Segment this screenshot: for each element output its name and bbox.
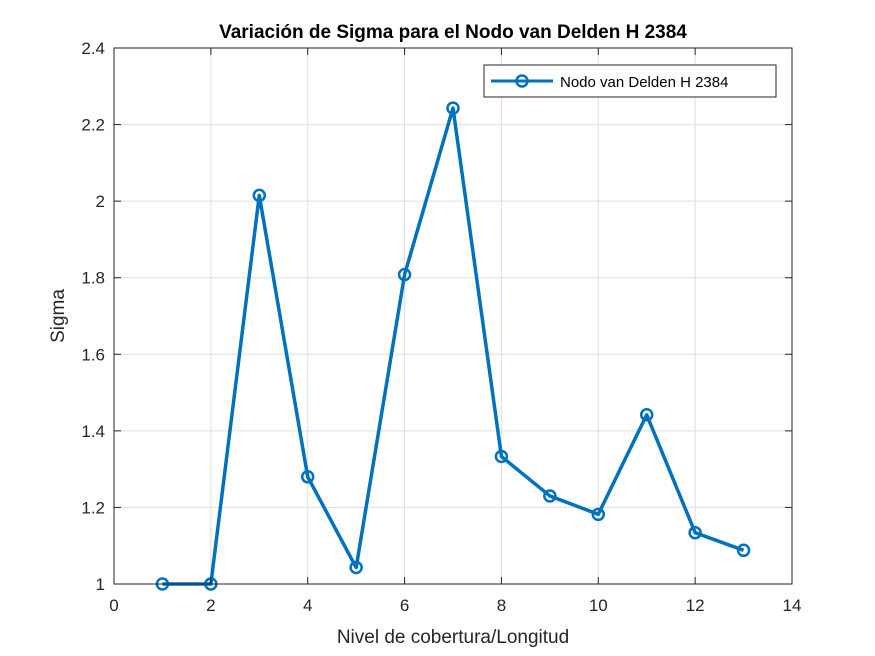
x-axis-label: Nivel de cobertura/Longitud (337, 627, 569, 648)
plot-area (114, 48, 792, 584)
y-tick-label: 1.8 (81, 269, 105, 288)
legend-box (483, 64, 777, 98)
data-point (639, 408, 654, 422)
x-tick-label: 8 (497, 596, 506, 615)
x-tick-label: 6 (400, 596, 409, 615)
y-tick-label: 2.4 (81, 39, 105, 58)
data-point (494, 449, 509, 464)
data-point (446, 101, 460, 115)
grid (114, 48, 792, 584)
y-tick-label: 1 (96, 575, 105, 594)
x-tick-label: 4 (303, 596, 312, 615)
y-tick-label: 1.6 (81, 345, 105, 364)
data-point (736, 543, 751, 558)
data-point (300, 470, 315, 484)
y-axis-label: Sigma (48, 289, 69, 343)
plot-box (113, 47, 793, 585)
chart-title: Variación de Sigma para el Nodo van Deld… (219, 22, 687, 43)
y-tick-label: 2.2 (81, 116, 105, 135)
x-tick-label: 14 (783, 596, 802, 615)
legend: Nodo van Delden H 2384 (483, 64, 777, 98)
y-tick-label: 2 (96, 192, 105, 211)
x-tick-label: 0 (109, 596, 118, 615)
y-tick-label: 1.4 (81, 422, 105, 441)
legend-entry: Nodo van Delden H 2384 (560, 74, 728, 91)
series-line (162, 106, 745, 586)
legend-marker (515, 74, 529, 88)
x-tick-label: 12 (686, 596, 705, 615)
y-tick-label: 1.2 (81, 498, 105, 517)
data-point (397, 267, 412, 282)
data-point (688, 525, 702, 540)
data-point (349, 560, 363, 575)
x-tick-label: 2 (206, 596, 215, 615)
data-point (543, 489, 557, 503)
data-point (591, 507, 606, 522)
ticks: 0 2 4 6 8 10 12 14 1 1.2 1.4 1.6 1.8 2 2.2 2.4 (81, 39, 801, 615)
x-tick-label: 10 (589, 596, 608, 615)
data-point (252, 188, 267, 203)
